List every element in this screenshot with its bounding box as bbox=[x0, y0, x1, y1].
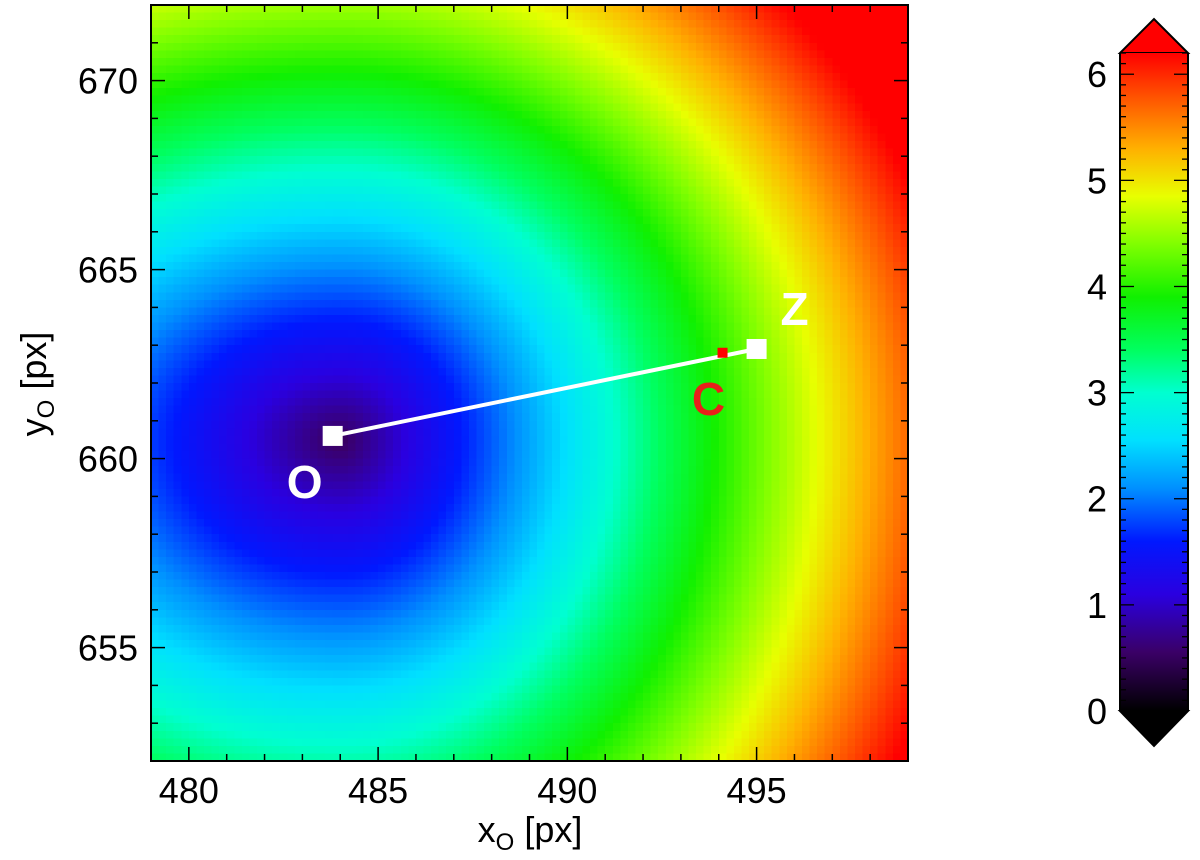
colorbar-gradient bbox=[1120, 53, 1188, 711]
colorbar-under-triangle bbox=[1117, 710, 1191, 748]
x-tick-label: 495 bbox=[727, 770, 787, 811]
y-tick-label: 660 bbox=[78, 439, 138, 480]
colorbar-tick-label: 6 bbox=[1087, 54, 1107, 95]
x-tick-label: 485 bbox=[348, 770, 408, 811]
point-c-marker bbox=[717, 347, 728, 358]
segment-O-Z bbox=[332, 347, 758, 438]
x-tick-label: 480 bbox=[159, 770, 219, 811]
point-o-label: O bbox=[287, 456, 323, 508]
colorbar-tick-label: 2 bbox=[1087, 479, 1107, 520]
colorbar: 0 1 2 3 4 5 6 bbox=[1087, 17, 1191, 748]
colorbar-tick-label: 0 bbox=[1087, 691, 1107, 732]
y-axis-label: yO [px] bbox=[13, 332, 60, 437]
point-z-marker bbox=[746, 338, 767, 359]
x-tick-label: 490 bbox=[537, 770, 597, 811]
colorbar-tick-label: 4 bbox=[1087, 266, 1107, 307]
y-tick-label: 670 bbox=[78, 61, 138, 102]
point-o-marker bbox=[322, 425, 343, 446]
x-axis: 480 485 490 495 bbox=[150, 5, 909, 811]
colorbar-tick-label: 3 bbox=[1087, 373, 1107, 414]
y-axis: 655 660 665 670 bbox=[78, 4, 908, 762]
colorbar-ticks: 0 1 2 3 4 5 6 bbox=[1087, 52, 1188, 732]
y-tick-label: 665 bbox=[78, 250, 138, 291]
point-z-label: Z bbox=[781, 283, 809, 335]
heatmap-area bbox=[151, 5, 908, 761]
heatmap-image bbox=[151, 5, 908, 761]
colorbar-tick-label: 5 bbox=[1087, 160, 1107, 201]
y-tick-label: 655 bbox=[78, 628, 138, 669]
annotation-layer: O C Z bbox=[287, 283, 809, 508]
point-c-label: C bbox=[692, 373, 725, 425]
x-axis-label: xO [px] bbox=[478, 809, 583, 855]
colorbar-tick-label: 1 bbox=[1087, 585, 1107, 626]
